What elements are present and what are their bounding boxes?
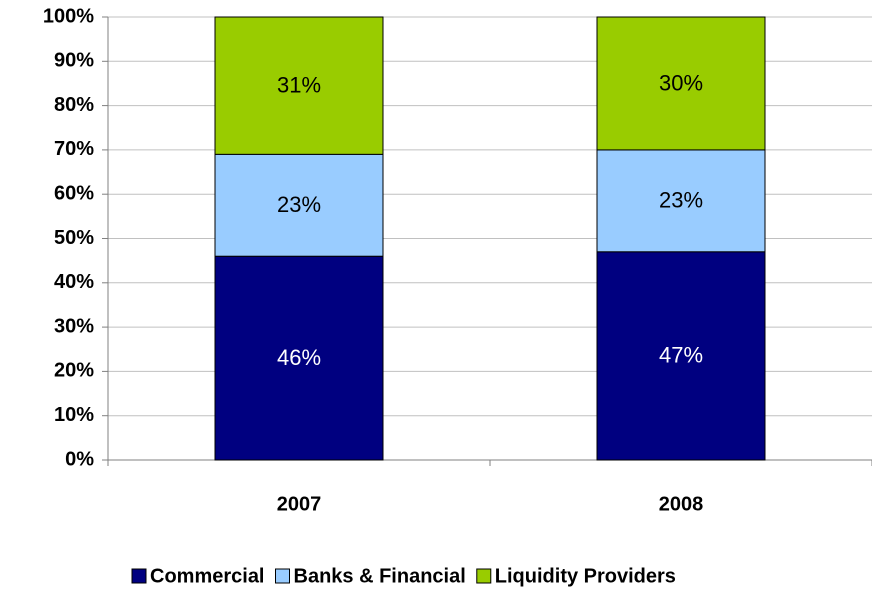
legend-label: Banks & Financial [294,565,466,587]
y-tick-label: 80% [54,94,94,116]
y-tick-label: 20% [54,360,94,382]
y-tick-label: 100% [43,5,94,27]
bar-segment [596,16,766,151]
data-label: 31% [277,72,321,97]
data-label: 30% [659,70,703,95]
data-label: 47% [659,343,703,368]
y-tick-label: 70% [54,138,94,160]
legend-swatch [131,568,147,584]
legend-label: Commercial [150,565,265,587]
bar-segment [596,251,766,461]
legend-swatch [275,568,290,584]
y-tick-label: 10% [54,404,94,426]
bar-segment [214,153,384,257]
y-tick-label: 0% [65,448,94,470]
y-tick-label: 50% [54,227,94,249]
data-label: 46% [277,345,321,370]
x-tick-label: 2007 [277,493,322,515]
bar-segment [596,149,766,253]
y-tick-label: 60% [54,182,94,204]
x-tick-label: 2008 [659,493,704,515]
bar-segment [214,16,384,155]
y-tick-label: 30% [54,315,94,337]
legend-swatch [476,568,492,584]
data-label: 23% [659,188,703,213]
y-tick-label: 40% [54,271,94,293]
y-tick-label: 90% [54,50,94,72]
legend-label: Liquidity Providers [495,565,676,587]
data-label: 23% [277,192,321,217]
